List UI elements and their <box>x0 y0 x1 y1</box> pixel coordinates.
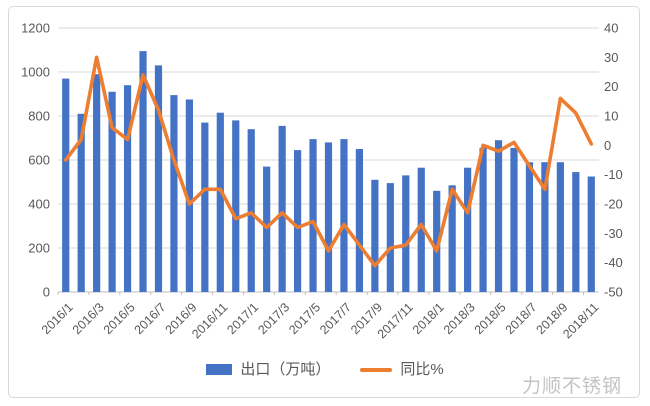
left-axis-tick-400: 400 <box>28 197 50 212</box>
bar-2016/7 <box>154 65 163 293</box>
bar-2018/11 <box>587 176 595 292</box>
x-axis-label-2016/3: 2016/3 <box>70 300 107 337</box>
bar-2016/5 <box>123 85 132 292</box>
x-axis-label-2018/1: 2018/1 <box>410 300 447 337</box>
left-axis-tick-800: 800 <box>28 109 50 124</box>
bar-2017/7 <box>340 139 348 292</box>
left-axis-tick-200: 200 <box>28 241 50 256</box>
bar-2018/9 <box>556 162 564 292</box>
legend-bar-swatch <box>206 364 233 375</box>
bar-2017/10 <box>386 183 394 292</box>
bar-2016/1 <box>62 78 70 292</box>
x-axis-label-2016/5: 2016/5 <box>101 300 138 337</box>
bar-2018/4 <box>479 147 487 292</box>
right-axis-tick--40: -40 <box>604 255 623 270</box>
left-axis-tick-600: 600 <box>28 153 50 168</box>
legend-item-yoy: 同比% <box>360 361 444 378</box>
right-axis-tick-0: 0 <box>604 138 611 153</box>
bar-2017/11 <box>402 175 410 292</box>
bar-2017/6 <box>324 142 333 292</box>
bar-2017/2 <box>263 166 271 292</box>
x-axis-label-2017/3: 2017/3 <box>255 300 292 337</box>
right-axis-tick--10: -10 <box>604 167 623 182</box>
x-axis-label-2017/5: 2017/5 <box>286 300 323 337</box>
bar-2016/10 <box>201 122 209 292</box>
right-axis-tick-10: 10 <box>604 109 618 124</box>
legend-line-swatch <box>360 367 393 372</box>
bar-2017/8 <box>355 149 364 292</box>
right-axis-tick--30: -30 <box>604 226 623 241</box>
bar-2016/8 <box>170 95 178 292</box>
bar-2018/3 <box>464 167 472 292</box>
bar-2017/12 <box>417 167 425 292</box>
bar-2018/5 <box>494 140 503 292</box>
bar-2018/8 <box>541 162 549 292</box>
bar-2018/2 <box>448 185 456 292</box>
bar-2016/11 <box>216 112 224 292</box>
right-axis-tick-30: 30 <box>604 50 618 65</box>
legend-item-export: 出口（万吨） <box>206 362 330 377</box>
watermark: 力顺不锈钢 <box>521 376 622 397</box>
bar-2018/6 <box>510 147 518 292</box>
bar-2016/9 <box>185 99 193 292</box>
right-axis-tick--20: -20 <box>604 197 623 212</box>
bar-2017/5 <box>309 139 317 292</box>
bar-2018/10 <box>572 172 580 292</box>
legend-line-label: 同比% <box>400 361 444 378</box>
bar-2017/1 <box>247 129 255 292</box>
left-axis-tick-1000: 1000 <box>21 65 50 80</box>
left-axis-tick-0: 0 <box>43 285 50 300</box>
bar-2016/4 <box>108 91 116 292</box>
legend-bar-label: 出口（万吨） <box>240 361 331 378</box>
bar-2017/4 <box>293 150 302 292</box>
right-axis-tick-40: 40 <box>604 21 618 36</box>
legend: 出口（万吨） 同比% <box>0 362 650 377</box>
left-axis-tick-1200: 1200 <box>21 21 50 36</box>
x-axis-label-2018/3: 2018/3 <box>441 300 478 337</box>
x-axis-label-2017/7: 2017/7 <box>317 300 354 337</box>
yoy-line <box>63 55 594 268</box>
bar-2016/2 <box>77 113 85 292</box>
bar-2016/6 <box>139 51 147 292</box>
x-axis-label-2018/7: 2018/7 <box>503 300 540 337</box>
x-axis-label-2016/1: 2016/1 <box>39 300 76 337</box>
bar-2017/3 <box>278 125 286 293</box>
bar-2018/1 <box>433 190 441 292</box>
bar-2018/7 <box>525 162 534 292</box>
right-axis-tick-20: 20 <box>604 79 618 94</box>
bar-2016/12 <box>232 120 240 293</box>
x-axis-label-2016/7: 2016/7 <box>132 300 169 337</box>
x-axis-label-2018/5: 2018/5 <box>472 300 509 337</box>
bar-2016/3 <box>93 74 101 292</box>
right-axis-tick--50: -50 <box>604 285 623 300</box>
x-axis-label-2017/1: 2017/1 <box>224 300 261 337</box>
bar-2017/9 <box>371 179 379 292</box>
